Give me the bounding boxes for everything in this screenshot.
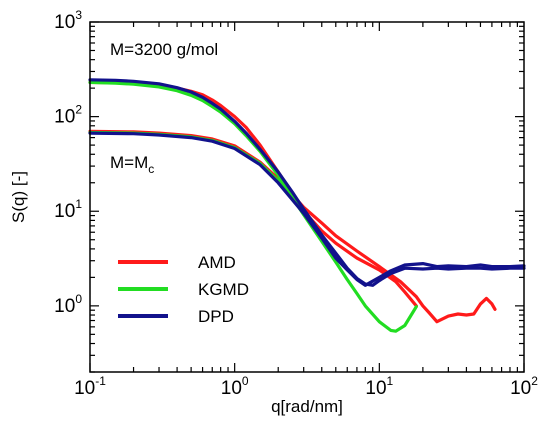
legend: AMD KGMD DPD bbox=[118, 253, 249, 326]
x-tick-base: 10 bbox=[221, 378, 242, 399]
y-tick-exp: 2 bbox=[75, 103, 82, 117]
axis-ticks bbox=[89, 21, 525, 373]
y-tick-exp: 0 bbox=[75, 292, 82, 306]
plot-area bbox=[90, 22, 524, 372]
x-tick-exp: 0 bbox=[242, 374, 249, 388]
legend-label-dpd: DPD bbox=[198, 307, 234, 326]
x-tick-exp: -1 bbox=[95, 374, 106, 388]
annotation-mc-main: M=M bbox=[110, 153, 148, 172]
y-tick-base: 10 bbox=[54, 296, 75, 317]
series-layer bbox=[88, 78, 526, 333]
legend-label-amd: AMD bbox=[198, 253, 236, 272]
y-tick-base: 10 bbox=[54, 201, 75, 222]
annotation-mc-sub: c bbox=[148, 162, 154, 176]
plot-frame bbox=[89, 21, 525, 373]
y-tick-label: 102 bbox=[54, 103, 82, 128]
x-tick-label: 101 bbox=[365, 374, 393, 399]
annotation-m3200: M=3200 g/mol bbox=[110, 40, 218, 59]
y-tick-label: 101 bbox=[54, 197, 82, 222]
series-line-dpd bbox=[88, 131, 526, 287]
y-axis-label: S(q) [-] bbox=[9, 171, 28, 223]
series-line-kgmd bbox=[88, 80, 418, 333]
x-tick-base: 10 bbox=[365, 378, 386, 399]
x-tick-exp: 1 bbox=[387, 374, 394, 388]
x-tick-label: 102 bbox=[510, 374, 538, 399]
x-tick-exp: 2 bbox=[531, 374, 538, 388]
y-tick-exp: 3 bbox=[75, 8, 82, 22]
y-tick-exp: 1 bbox=[75, 197, 82, 211]
annotation-mc: M=Mc bbox=[110, 153, 154, 176]
series-line-dpd bbox=[88, 78, 526, 287]
y-tick-label: 100 bbox=[54, 292, 82, 317]
y-tick-base: 10 bbox=[54, 12, 75, 33]
legend-label-kgmd: KGMD bbox=[198, 280, 249, 299]
y-tick-base: 10 bbox=[54, 107, 75, 128]
x-tick-base: 10 bbox=[74, 378, 95, 399]
x-tick-base: 10 bbox=[510, 378, 531, 399]
x-tick-label: 100 bbox=[221, 374, 249, 399]
y-tick-label: 103 bbox=[54, 8, 82, 33]
x-tick-label: 10-1 bbox=[74, 374, 106, 399]
x-axis-label: q[rad/nm] bbox=[271, 397, 343, 416]
